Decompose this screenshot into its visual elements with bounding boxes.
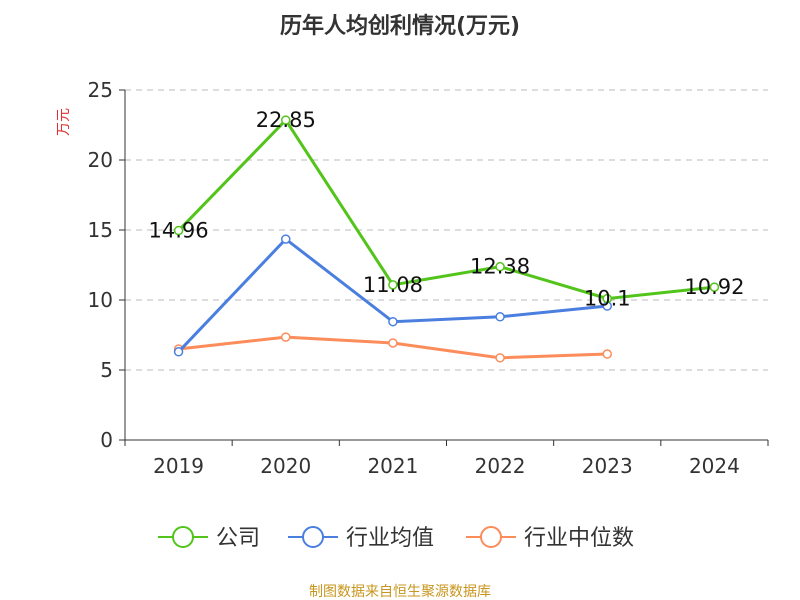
footer-source: 制图数据来自恒生聚源数据库 xyxy=(309,584,491,600)
x-tick-label: 2020 xyxy=(260,454,311,478)
data-label: 10.1 xyxy=(584,287,631,311)
legend-marker xyxy=(302,526,324,548)
x-tick-label: 2021 xyxy=(367,454,418,478)
data-point xyxy=(281,234,291,244)
legend-label: 行业均值 xyxy=(346,526,434,551)
y-tick-label: 0 xyxy=(100,428,113,452)
data-point xyxy=(173,225,184,236)
data-point xyxy=(173,347,184,357)
data-point xyxy=(709,282,720,292)
y-tick-label: 20 xyxy=(88,148,113,172)
legend-marker xyxy=(172,526,194,548)
legend-marker xyxy=(480,526,502,548)
y-tick-label: 10 xyxy=(88,288,113,312)
data-label: 14.96 xyxy=(149,219,209,243)
x-tick-label: 2024 xyxy=(689,454,740,478)
y-axis-label: 万元 xyxy=(56,108,72,136)
y-tick-label: 15 xyxy=(88,218,113,242)
data-label: 10.92 xyxy=(684,275,744,299)
x-tick-label: 2019 xyxy=(153,454,204,478)
data-label: 22.85 xyxy=(256,108,316,132)
data-point xyxy=(281,115,291,125)
x-tick-label: 2022 xyxy=(475,454,526,478)
y-tick-label: 25 xyxy=(88,78,113,102)
y-tick-label: 5 xyxy=(100,358,113,382)
data-point xyxy=(388,316,398,327)
x-tick-label: 2023 xyxy=(582,454,633,478)
data-point xyxy=(388,338,398,348)
chart-title: 历年人均创利情况(万元) xyxy=(280,13,520,39)
data-point xyxy=(388,280,398,290)
data-point xyxy=(495,312,505,322)
data-point xyxy=(281,332,291,342)
series-line-公司 xyxy=(177,117,715,301)
legend-label: 行业中位数 xyxy=(524,526,634,551)
data-point xyxy=(602,293,612,304)
data-label: 12.38 xyxy=(470,255,530,279)
data-point xyxy=(602,349,612,359)
data-point xyxy=(495,261,505,272)
legend-label: 公司 xyxy=(216,526,260,551)
data-point xyxy=(495,353,505,363)
data-label: 11.08 xyxy=(363,273,423,297)
